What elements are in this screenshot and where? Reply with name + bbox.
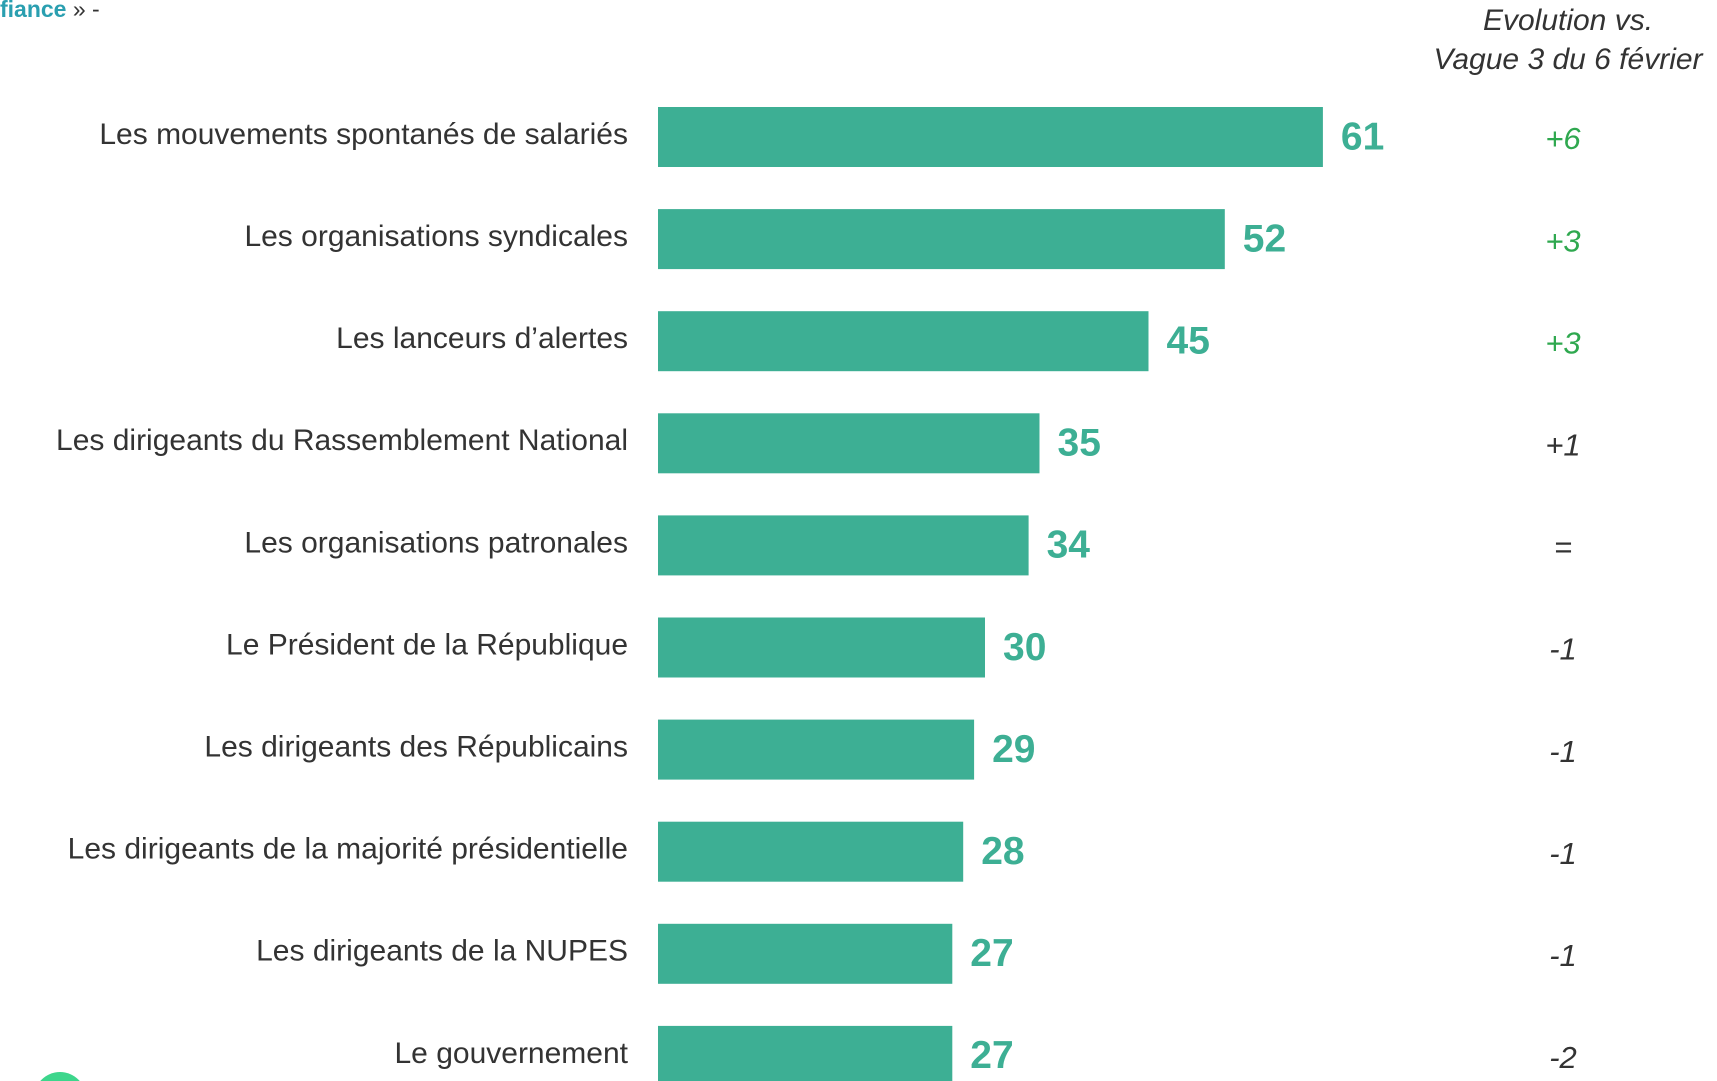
value-label: 27 [970,932,1013,975]
evolution-label: -1 [1549,938,1577,973]
evolution-label: = [1554,530,1572,565]
header-fragment: fiance » - [0,0,100,22]
value-label: 27 [970,1034,1013,1077]
value-label: 61 [1341,115,1384,158]
evolution-label: -1 [1549,632,1577,667]
evolution-label: +3 [1545,223,1580,258]
evolution-label: -2 [1549,1040,1577,1075]
bar [658,719,975,780]
category-label: Les organisations syndicales [244,220,628,253]
bar [658,413,1040,474]
bar [658,1025,953,1081]
evolution-label: +6 [1545,121,1581,156]
value-label: 45 [1167,319,1210,362]
evolution-label: -1 [1549,734,1577,769]
header-bold: fiance [0,0,66,22]
bar [658,515,1029,576]
category-label: Le Président de la République [226,628,628,661]
bar [658,107,1323,167]
bar [658,821,964,882]
evolution-label: +1 [1545,427,1580,462]
evolution-title: Evolution vs. [1483,4,1653,37]
value-label: 30 [1003,626,1046,669]
value-label: 28 [981,830,1024,873]
category-label: Les dirigeants de la NUPES [256,935,628,968]
evolution-label: -1 [1549,836,1577,871]
category-label: Les organisations patronales [244,526,628,559]
value-label: 35 [1058,422,1101,465]
bar [658,617,985,678]
bar [658,209,1225,270]
bar [658,311,1149,372]
value-label: 29 [992,728,1035,771]
category-label: Le gouvernement [395,1037,629,1070]
value-label: 34 [1047,524,1091,567]
category-label: Les lanceurs d’alertes [336,322,628,355]
header-rest: » - [73,0,100,22]
bar [658,923,953,984]
category-label: Les mouvements spontanés de salariés [99,118,628,151]
evolution-label: +3 [1545,325,1580,360]
category-label: Les dirigeants du Rassemblement National [56,424,628,457]
value-label: 52 [1243,217,1286,260]
category-label: Les dirigeants des Républicains [204,731,628,764]
evolution-title: Vague 3 du 6 février [1433,43,1703,76]
logo [40,1072,80,1081]
category-label: Les dirigeants de la majorité présidenti… [68,833,628,866]
